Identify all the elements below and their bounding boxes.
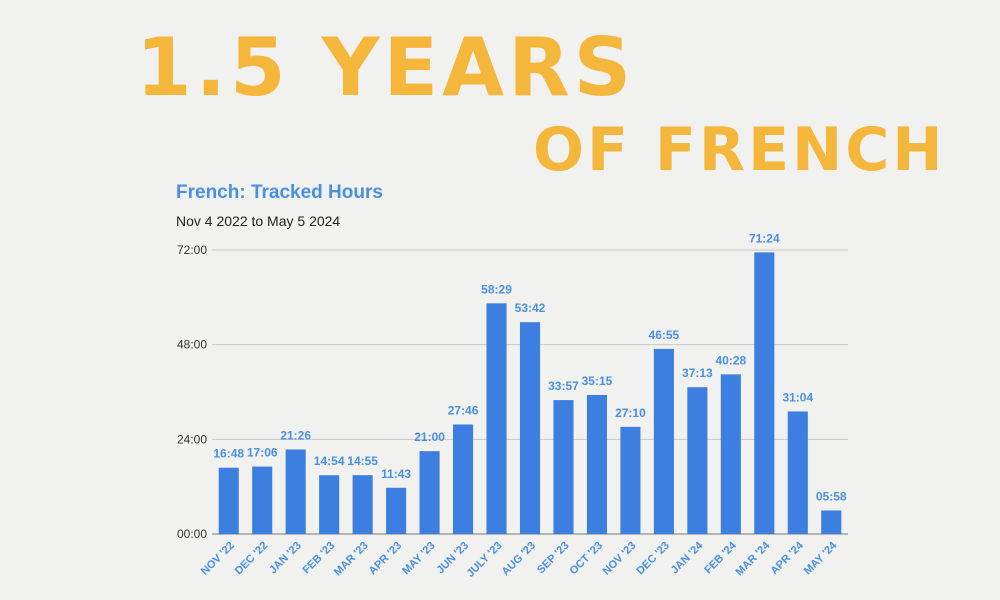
- data-label: 71:24: [749, 231, 780, 245]
- bar: [519, 322, 541, 534]
- x-tick-label: JULY '23: [464, 540, 504, 580]
- y-tick-label: 72:00: [177, 243, 207, 257]
- bar: [453, 424, 474, 534]
- x-tick-label: AUG '23: [500, 540, 538, 578]
- bar: [754, 252, 775, 534]
- x-tick-label: JAN '24: [669, 539, 706, 576]
- x-tick-label: DEC '23: [634, 540, 672, 578]
- x-tick-label: MAY '24: [802, 539, 840, 577]
- y-tick-label: 24:00: [177, 432, 207, 446]
- x-tick-label: MAR '23: [332, 540, 371, 579]
- data-label: 27:10: [615, 406, 646, 420]
- data-label: 14:55: [347, 454, 378, 468]
- data-label: 37:13: [682, 366, 713, 380]
- y-tick-label: 00:00: [177, 527, 207, 541]
- data-label: 17:06: [247, 446, 278, 460]
- data-label: 31:04: [782, 390, 813, 404]
- x-tick-label: APR '23: [367, 540, 405, 578]
- x-tick-label: MAR '24: [734, 539, 773, 578]
- bar: [586, 394, 607, 534]
- bar: [419, 451, 440, 534]
- chart-title: French: Tracked Hours: [176, 182, 383, 203]
- bar: [653, 348, 674, 534]
- bar: [821, 510, 842, 534]
- headline-line-1: 1.5 YEARS: [136, 21, 636, 114]
- x-tick-label: NOV '22: [199, 540, 237, 578]
- data-label: 53:42: [515, 301, 546, 315]
- data-label: 40:28: [715, 353, 746, 367]
- x-tick-label: SEP '23: [535, 540, 572, 577]
- data-label: 11:43: [381, 467, 411, 481]
- bar: [319, 475, 340, 534]
- bar: [553, 400, 574, 534]
- bar: [252, 466, 273, 534]
- x-tick-label: JAN '23: [267, 540, 304, 577]
- data-label: 46:55: [649, 328, 680, 342]
- x-tick-label: MAY '23: [400, 540, 438, 578]
- data-label: 58:29: [481, 282, 512, 296]
- x-tick-label: NOV '23: [601, 540, 639, 578]
- bar: [720, 374, 741, 534]
- bar: [486, 303, 507, 534]
- data-label: 05:58: [816, 489, 847, 503]
- x-tick-label: APR '24: [768, 539, 806, 577]
- data-label: 16:48: [213, 447, 244, 461]
- bar: [687, 387, 708, 534]
- y-tick-label: 48:00: [177, 338, 207, 352]
- chart-subtitle: Nov 4 2022 to May 5 2024: [176, 213, 341, 229]
- data-label: 33:57: [548, 379, 579, 393]
- bar: [386, 487, 407, 534]
- bar: [218, 467, 239, 534]
- data-label: 35:15: [582, 374, 613, 388]
- bar: [352, 475, 373, 534]
- x-tick-label: OCT '23: [567, 540, 605, 578]
- bar: [620, 426, 641, 534]
- data-label: 21:26: [280, 428, 311, 442]
- data-label: 14:54: [314, 454, 345, 468]
- headline-line-2: OF FRENCH: [533, 115, 946, 185]
- bar: [285, 449, 306, 534]
- data-label: 27:46: [448, 403, 479, 417]
- bar: [787, 411, 808, 534]
- data-label: 21:00: [414, 430, 445, 444]
- x-tick-label: DEC '22: [233, 540, 271, 578]
